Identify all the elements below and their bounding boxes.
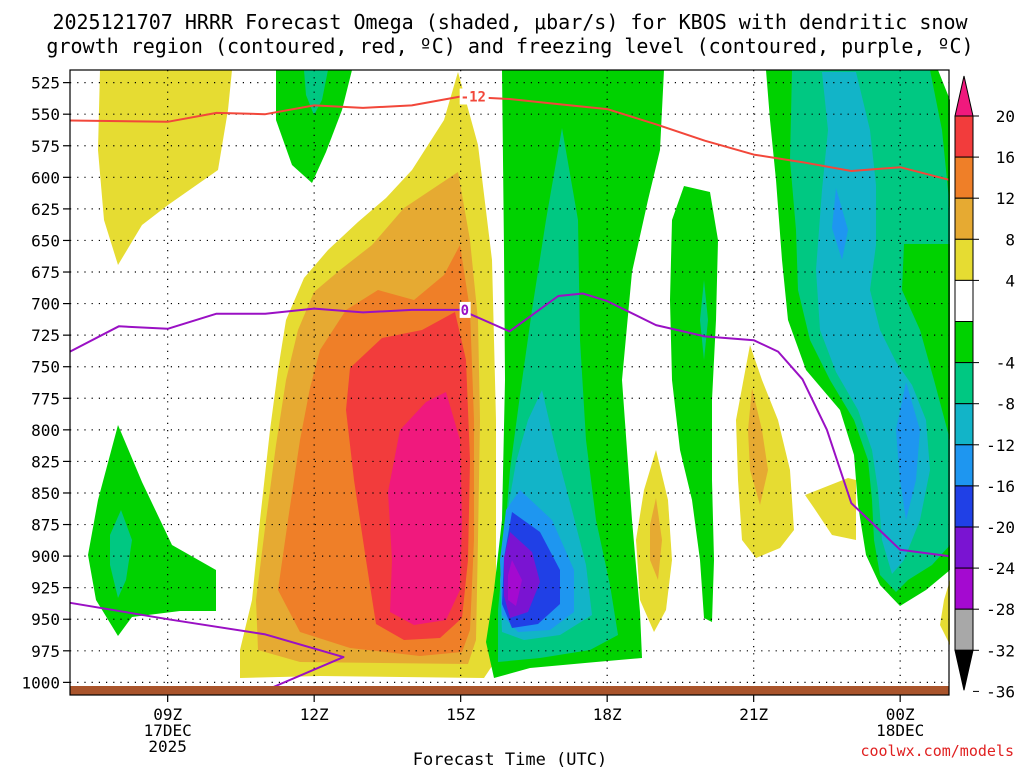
- y-tick-label-575: 575: [31, 137, 60, 156]
- colorbar-band--36--32: [954, 608, 974, 651]
- omega-contour-neg16-right: [896, 382, 920, 520]
- colorbar-band-12-16: [954, 156, 974, 199]
- colorbar-label--28: -28: [986, 600, 1015, 619]
- colorbar-label--20: -20: [986, 518, 1015, 537]
- x-tick-label-15-line1: 15Z: [446, 705, 475, 724]
- y-tick-label-675: 675: [31, 263, 60, 282]
- omega-contour-neg4-top-center: [276, 70, 352, 183]
- colorbar-label-16: 16: [996, 148, 1015, 167]
- omega-contour-pos8-21z: [748, 388, 768, 505]
- isotherm-label-bg-0: [459, 88, 489, 105]
- y-tick-label-725: 725: [31, 326, 60, 345]
- y-tick-label-900: 900: [31, 547, 60, 566]
- isotherm-label-0: -12: [461, 90, 486, 106]
- x-tick-label-24-line2: 18DEC: [876, 721, 924, 740]
- omega-contour-neg16-right-upper: [832, 188, 848, 260]
- x-tick-label-9-line2: 17DEC: [144, 721, 192, 740]
- ground-terrain: [70, 686, 949, 695]
- y-tick-label-650: 650: [31, 231, 60, 250]
- colorbar-band--16--12: [954, 403, 974, 446]
- y-tick-label-600: 600: [31, 168, 60, 187]
- omega-contour-pos4-right-edge: [940, 580, 950, 645]
- colorbar-label-8: 8: [1005, 230, 1015, 249]
- x-tick-label-18-line1: 18Z: [593, 705, 622, 724]
- chart-title-line-1: 2025121707 HRRR Forecast Omega (shaded, …: [52, 10, 968, 34]
- colorbar-band--32--28: [954, 567, 974, 610]
- omega-contour-neg4-20z: [670, 186, 718, 622]
- colorbar-label-12: 12: [996, 189, 1015, 208]
- colorbar-label-20: 20: [996, 107, 1015, 126]
- colorbar-label--4: -4: [996, 354, 1015, 373]
- y-tick-label-800: 800: [31, 421, 60, 440]
- plot-frame: [69, 69, 950, 696]
- y-tick-label-825: 825: [31, 452, 60, 471]
- omega-contour-pos4-2230z: [805, 478, 856, 540]
- credit-watermark: coolwx.com/models: [860, 742, 1014, 760]
- y-tick-label-775: 775: [31, 389, 60, 408]
- x-tick-label-12-line1: 12Z: [300, 705, 329, 724]
- isotherm-lines: -12 0: [69, 88, 950, 694]
- omega-contour-pos4-left-top: [98, 70, 232, 265]
- colorbar-label--32: -32: [986, 641, 1015, 660]
- omega-contour-neg28-plume: [508, 560, 522, 606]
- isotherm-line-0: [69, 95, 950, 181]
- colorbar-band--8--4: [954, 321, 974, 364]
- dotted-gridlines: [70, 70, 949, 695]
- y-tick-label-550: 550: [31, 105, 60, 124]
- y-tick-label-700: 700: [31, 295, 60, 314]
- y-tick-label-525: 525: [31, 74, 60, 93]
- chart-title-line-2: growth region (contoured, red, ºC) and f…: [46, 34, 973, 58]
- y-tick-label-875: 875: [31, 516, 60, 535]
- isotherm-line-2: [69, 601, 345, 694]
- y-tick-label-925: 925: [31, 579, 60, 598]
- omega-contour-neg8-left-lower: [110, 510, 132, 598]
- omega-contour-over20-main: [388, 392, 462, 625]
- isotherm-label-bg-1: [459, 301, 471, 318]
- colorbar-label-4: 4: [1005, 271, 1015, 290]
- colorbar-label--12: -12: [986, 436, 1015, 455]
- omega-contour-pos8-19z: [650, 498, 662, 580]
- x-axis-label: Forecast Time (UTC): [413, 750, 607, 768]
- omega-contour-neg8-20z: [700, 280, 708, 360]
- colorbar-under-triangle: [954, 649, 974, 691]
- y-tick-label-750: 750: [31, 358, 60, 377]
- colorbar-band--4-4: [954, 279, 974, 322]
- colorbar-band--20--16: [954, 444, 974, 487]
- pressure-axis: 525 550 575 600 625 650 675 700 725 750 775 800 825 8…: [21, 74, 70, 692]
- y-tick-label-625: 625: [31, 200, 60, 219]
- isotherm-label-1: 0: [461, 303, 469, 319]
- y-tick-label-850: 850: [31, 484, 60, 503]
- omega-shading: [88, 70, 950, 678]
- colorbar-band--24--20: [954, 485, 974, 528]
- isotherm-line-1: [69, 292, 950, 558]
- x-tick-label-21-line1: 21Z: [739, 705, 768, 724]
- y-tick-label-1000: 1000: [21, 673, 60, 692]
- colorbar-label--8: -8: [996, 395, 1015, 414]
- colorbar-label--16: -16: [986, 477, 1015, 496]
- colorbar-band-4-8: [954, 238, 974, 281]
- x-tick-label-9-line1: 09Z: [153, 705, 182, 724]
- x-tick-label-24-line1: 00Z: [886, 705, 915, 724]
- colorbar-band--12--8: [954, 362, 974, 405]
- colorbar-band--28--24: [954, 526, 974, 569]
- colorbar-band-8-12: [954, 197, 974, 240]
- omega-colorbar: 20 16 12 8 4 -4 -8 -12 -16 -20 -24 -28 -32 -36: [954, 75, 1015, 701]
- colorbar-label--36: -36: [986, 682, 1015, 701]
- omega-contour-neg8-top-center: [304, 70, 328, 115]
- colorbar-label--24: -24: [986, 559, 1015, 578]
- colorbar-band-16-20: [954, 115, 974, 158]
- y-tick-label-975: 975: [31, 642, 60, 661]
- x-tick-label-9-line3: 2025: [148, 737, 187, 756]
- y-tick-label-950: 950: [31, 610, 60, 629]
